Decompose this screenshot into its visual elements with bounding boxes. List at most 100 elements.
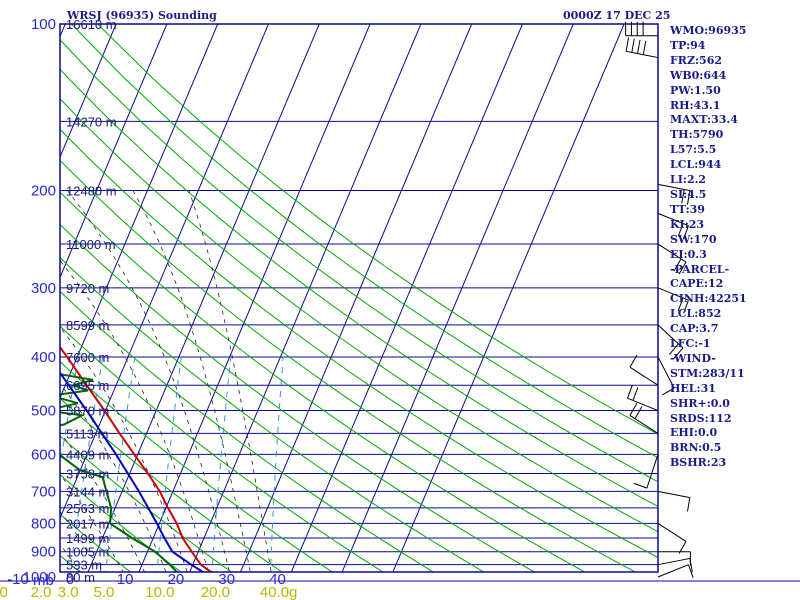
mixing-ratio-line-8	[211, 356, 232, 572]
wind-barb-16	[657, 564, 694, 579]
wind-barb-10	[629, 403, 659, 434]
dry-adiabat-90	[60, 223, 536, 572]
dry-adiabat-130	[60, 98, 658, 533]
mixing-ratio-line-9	[269, 356, 284, 572]
index-20: CAP:3.7	[670, 322, 719, 336]
index-21: LFC:-1	[670, 337, 711, 351]
observation-time: 0000Z 17 DEC 25	[563, 9, 671, 22]
wind-barb-1	[625, 37, 659, 59]
wind-barb-4	[657, 243, 687, 275]
mixing-ratio-label-7: 10.0	[145, 584, 174, 600]
pressure-label-900: 900	[31, 544, 56, 561]
index-26: SRDS:112	[670, 411, 732, 425]
temperature-label-7: -10	[7, 571, 29, 588]
index-14: SW:170	[670, 232, 717, 246]
parcel-line	[60, 371, 205, 572]
isotherm-10	[138, 24, 371, 572]
moist-adiabat-34	[132, 190, 251, 572]
isotherm--30	[60, 24, 168, 279]
dry-adiabat-30	[60, 435, 233, 572]
index-23: STM:283/11	[670, 366, 745, 380]
temperature-label-8: 0	[66, 571, 74, 588]
index-24: HEL:31	[670, 381, 716, 395]
height-label-5: 8599 m	[66, 318, 109, 333]
temperature-label-12: 40	[269, 571, 286, 588]
mixing-ratio-line-5	[69, 356, 104, 572]
height-label-17: 533 m	[66, 558, 102, 573]
wind-barb-13	[657, 522, 687, 554]
index-6: MAXT:33.4	[670, 113, 738, 127]
dewpoint-line	[60, 373, 179, 572]
isotherm-60	[392, 24, 625, 572]
pressure-label-200: 200	[31, 182, 56, 199]
moist-adiabat--10	[0, 191, 30, 589]
index-17: CAPE:12	[670, 277, 724, 291]
pressure-unit: mb	[33, 572, 54, 589]
height-label-1: 14270 m	[66, 114, 117, 129]
height-label-4: 9720 m	[66, 281, 109, 296]
pressure-label-300: 300	[31, 280, 56, 297]
index-8: L57:5.5	[670, 143, 717, 157]
mixing-ratio-line-6	[104, 356, 136, 572]
dry-adiabat-120	[60, 128, 658, 559]
height-label-15: 1499 m	[66, 531, 109, 546]
moist-adiabat-10	[60, 473, 124, 572]
wind-barb-12	[657, 490, 691, 512]
wind-barb-15	[657, 557, 693, 573]
dry-adiabat-70	[60, 290, 435, 572]
isotherm-0	[87, 24, 320, 572]
pressure-label-600: 600	[31, 446, 56, 463]
dry-adiabat-50	[60, 361, 334, 572]
index-18: CINH:42251	[670, 292, 747, 306]
isotherm--20	[60, 24, 219, 400]
index-4: PW:1.50	[670, 83, 721, 97]
moist-adiabat-14	[60, 431, 145, 572]
isotherm--40	[60, 24, 117, 159]
wind-barb-2	[657, 183, 691, 205]
pressure-label-1000: 1000	[23, 569, 56, 586]
index-10: LI:2.2	[670, 173, 707, 187]
dry-adiabat-150	[60, 39, 658, 483]
wind-barb-9	[627, 384, 659, 411]
dry-adiabat--10	[0, 24, 49, 589]
dry-adiabat-40	[60, 397, 283, 572]
mixing-ratio-label-6: 5.0	[93, 584, 114, 600]
wind-barb-0	[625, 21, 658, 37]
index-3: WB0:644	[670, 68, 727, 82]
index-22: -WIND-	[670, 351, 716, 365]
index-9: LCL:944	[670, 158, 722, 172]
index-27: EHI:0.0	[670, 426, 718, 440]
wind-barb-11	[633, 454, 659, 489]
pressure-label-400: 400	[31, 349, 56, 366]
isotherm--50	[60, 24, 66, 38]
height-label-7: 6695 m	[66, 378, 109, 393]
isotherm-30	[239, 24, 473, 572]
mixing-ratio-label-4: 2.0	[31, 584, 52, 600]
isotherm-50	[341, 24, 574, 572]
index-25: SHR+:0.0	[670, 396, 730, 410]
height-label-8: 5870 m	[66, 404, 109, 419]
mixing-ratio-label-3: 1.0	[0, 584, 8, 600]
isotherm--60	[0, 24, 14, 589]
height-label-6: 7600 m	[66, 350, 109, 365]
index-13: KI:23	[670, 217, 705, 231]
wind-barb-3	[657, 212, 689, 239]
index-15: EI:0.3	[670, 247, 707, 261]
index-5: RH:43.1	[670, 98, 721, 112]
index-1: TP:94	[670, 38, 706, 52]
height-label-13: 2563 m	[66, 501, 109, 516]
dry-adiabat-110	[60, 159, 637, 572]
temperature-line	[60, 345, 213, 572]
isotherm-20	[189, 24, 422, 572]
chart-title: WRSJ (96935) Sounding	[67, 9, 217, 22]
pressure-label-500: 500	[31, 403, 56, 420]
height-label-9: 5113 m	[66, 426, 108, 441]
indices-panel: WMO:96935 TP:94 FRZ:562 WB0:644 PW:1.50 RH:43…	[670, 24, 747, 471]
index-11: SI:4.5	[670, 187, 707, 201]
index-7: TH:5790	[670, 128, 724, 142]
moist-adiabat-26	[60, 259, 209, 572]
pressure-label-800: 800	[31, 515, 56, 532]
mixing-ratio-label-9: 40.0g	[260, 584, 298, 600]
dry-adiabat-140	[60, 68, 658, 508]
